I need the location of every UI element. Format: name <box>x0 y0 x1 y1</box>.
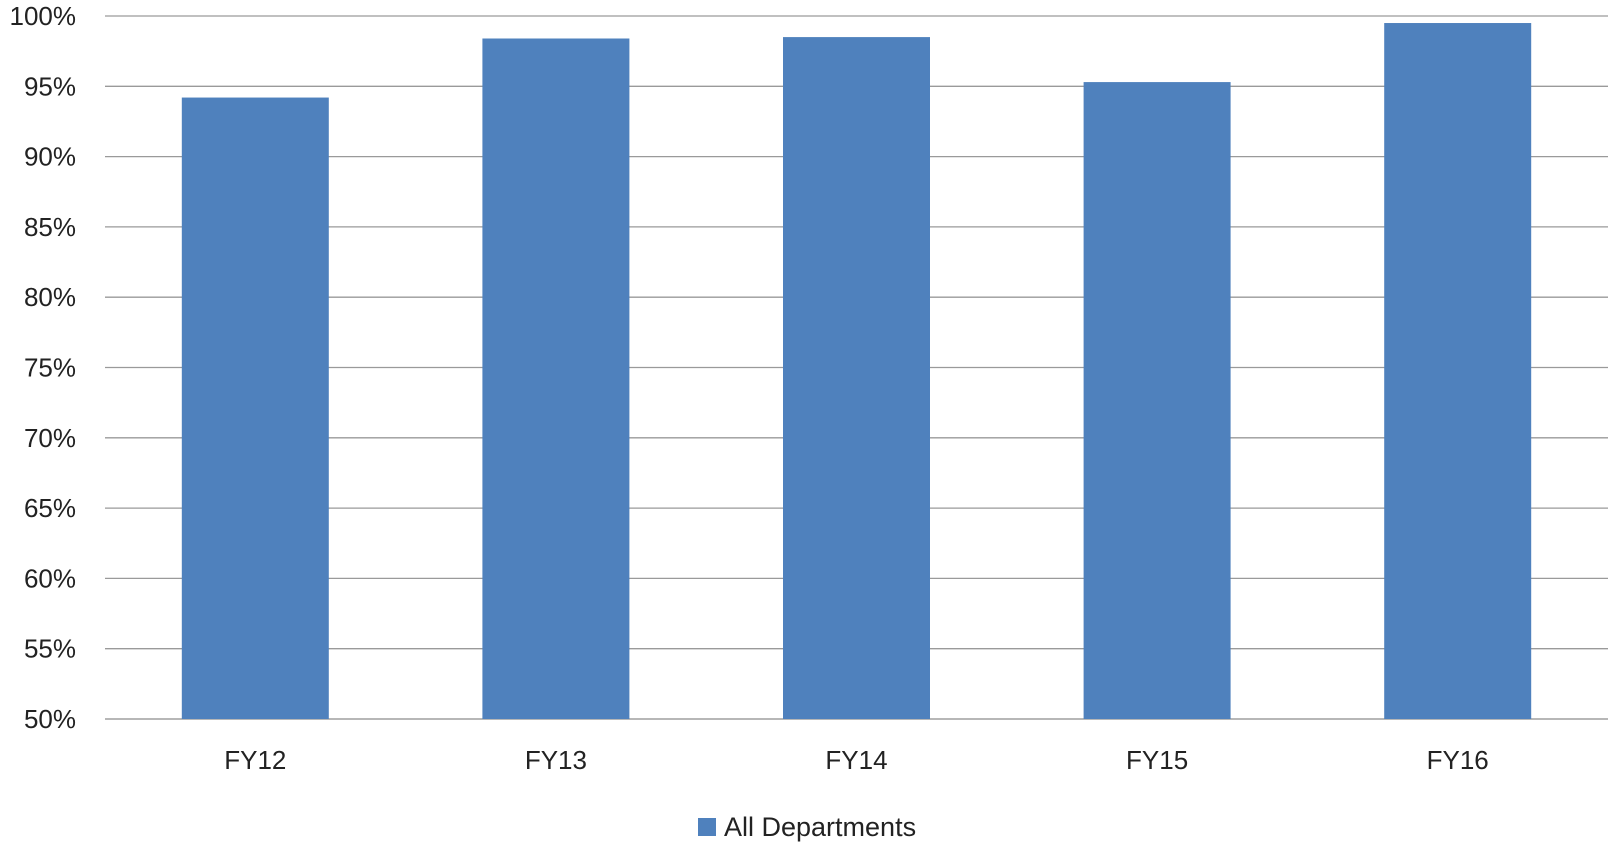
y-tick-label: 55% <box>24 634 76 664</box>
x-tick-label: FY14 <box>825 745 887 775</box>
bar-fy15 <box>1083 82 1231 719</box>
y-tick-label: 65% <box>24 493 76 523</box>
legend-label: All Departments <box>724 812 916 842</box>
y-tick-label: 50% <box>24 704 76 734</box>
y-tick-label: 80% <box>24 282 76 312</box>
bar-fy14 <box>783 37 930 719</box>
y-tick-label: 95% <box>24 71 76 101</box>
y-tick-label: 90% <box>24 142 76 172</box>
legend-swatch <box>698 818 716 836</box>
bar-fy12 <box>181 97 329 720</box>
bar-fy13 <box>482 38 630 720</box>
legend: All Departments <box>698 812 916 842</box>
x-tick-label: FY13 <box>525 745 587 775</box>
y-tick-label: 85% <box>24 212 76 242</box>
y-tick-label: 70% <box>24 423 76 453</box>
x-tick-label: FY15 <box>1126 745 1188 775</box>
x-tick-label: FY16 <box>1427 745 1489 775</box>
x-tick-label: FY12 <box>224 745 286 775</box>
y-tick-label: 60% <box>24 563 76 593</box>
bar-fy16 <box>1384 23 1532 719</box>
y-axis-tick-labels: 50% 55% 60% 65% 70% 75% 80% 85% 90% 95% 100% <box>10 1 77 734</box>
x-axis-tick-labels: FY12 FY13 FY14 FY15 FY16 <box>224 745 1489 775</box>
y-tick-label: 100% <box>10 1 77 31</box>
y-tick-label: 75% <box>24 353 76 383</box>
bars <box>181 23 1532 720</box>
